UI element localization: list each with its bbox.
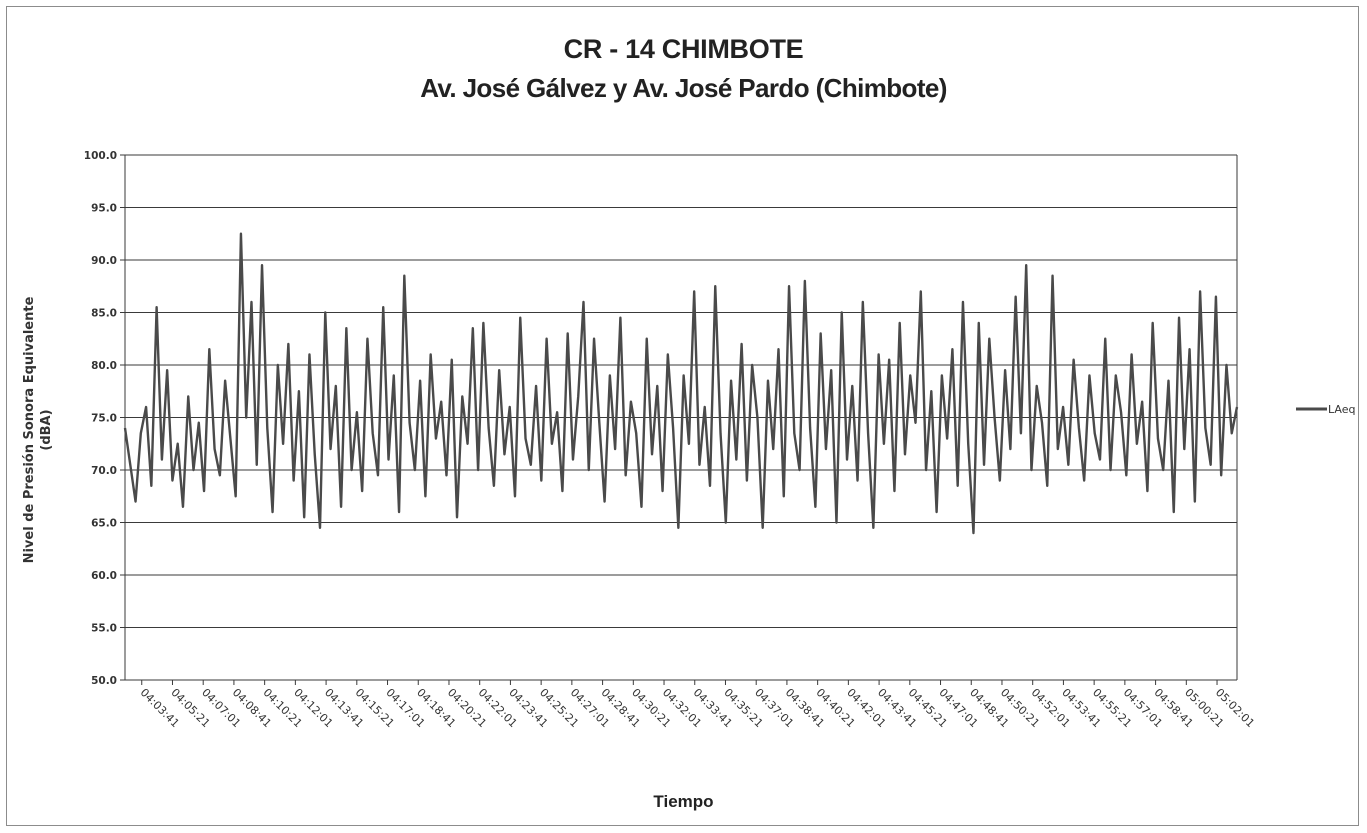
y-tick-label-10: 100.0 [84,150,117,162]
y-tick-label-0: 50.0 [91,675,117,687]
legend: LAeq [1296,403,1355,416]
series-line-laeq [123,232,1239,535]
legend-label-laeq: LAeq [1328,403,1355,416]
y-tick-label-9: 95.0 [91,203,117,215]
y-tick-label-2: 60.0 [91,570,117,582]
y-tick-label-1: 55.0 [91,623,117,635]
x-tick-labels: 04:03:4104:05:2104:07:0104:08:4104:10:21… [138,680,1257,730]
y-tick-label-3: 65.0 [91,518,117,530]
y-tick-label-7: 85.0 [91,308,117,320]
y-tick-label-8: 90.0 [91,255,117,267]
y-tick-label-6: 80.0 [91,360,117,372]
y-tick-labels: 50.0 55.0 60.0 65.0 70.0 75.0 80.0 85.0 90.0 95.0… [84,150,117,687]
series-group [123,232,1239,535]
y-tick-label-4: 70.0 [91,465,117,477]
x-axis-label: Tiempo [653,792,714,811]
gridlines [120,154,1238,681]
chart-title: CR - 14 CHIMBOTE [563,34,804,64]
y-tick-label-5: 75.0 [91,413,117,425]
chart-subtitle: Av. José Gálvez y Av. José Pardo (Chimbo… [420,73,947,103]
